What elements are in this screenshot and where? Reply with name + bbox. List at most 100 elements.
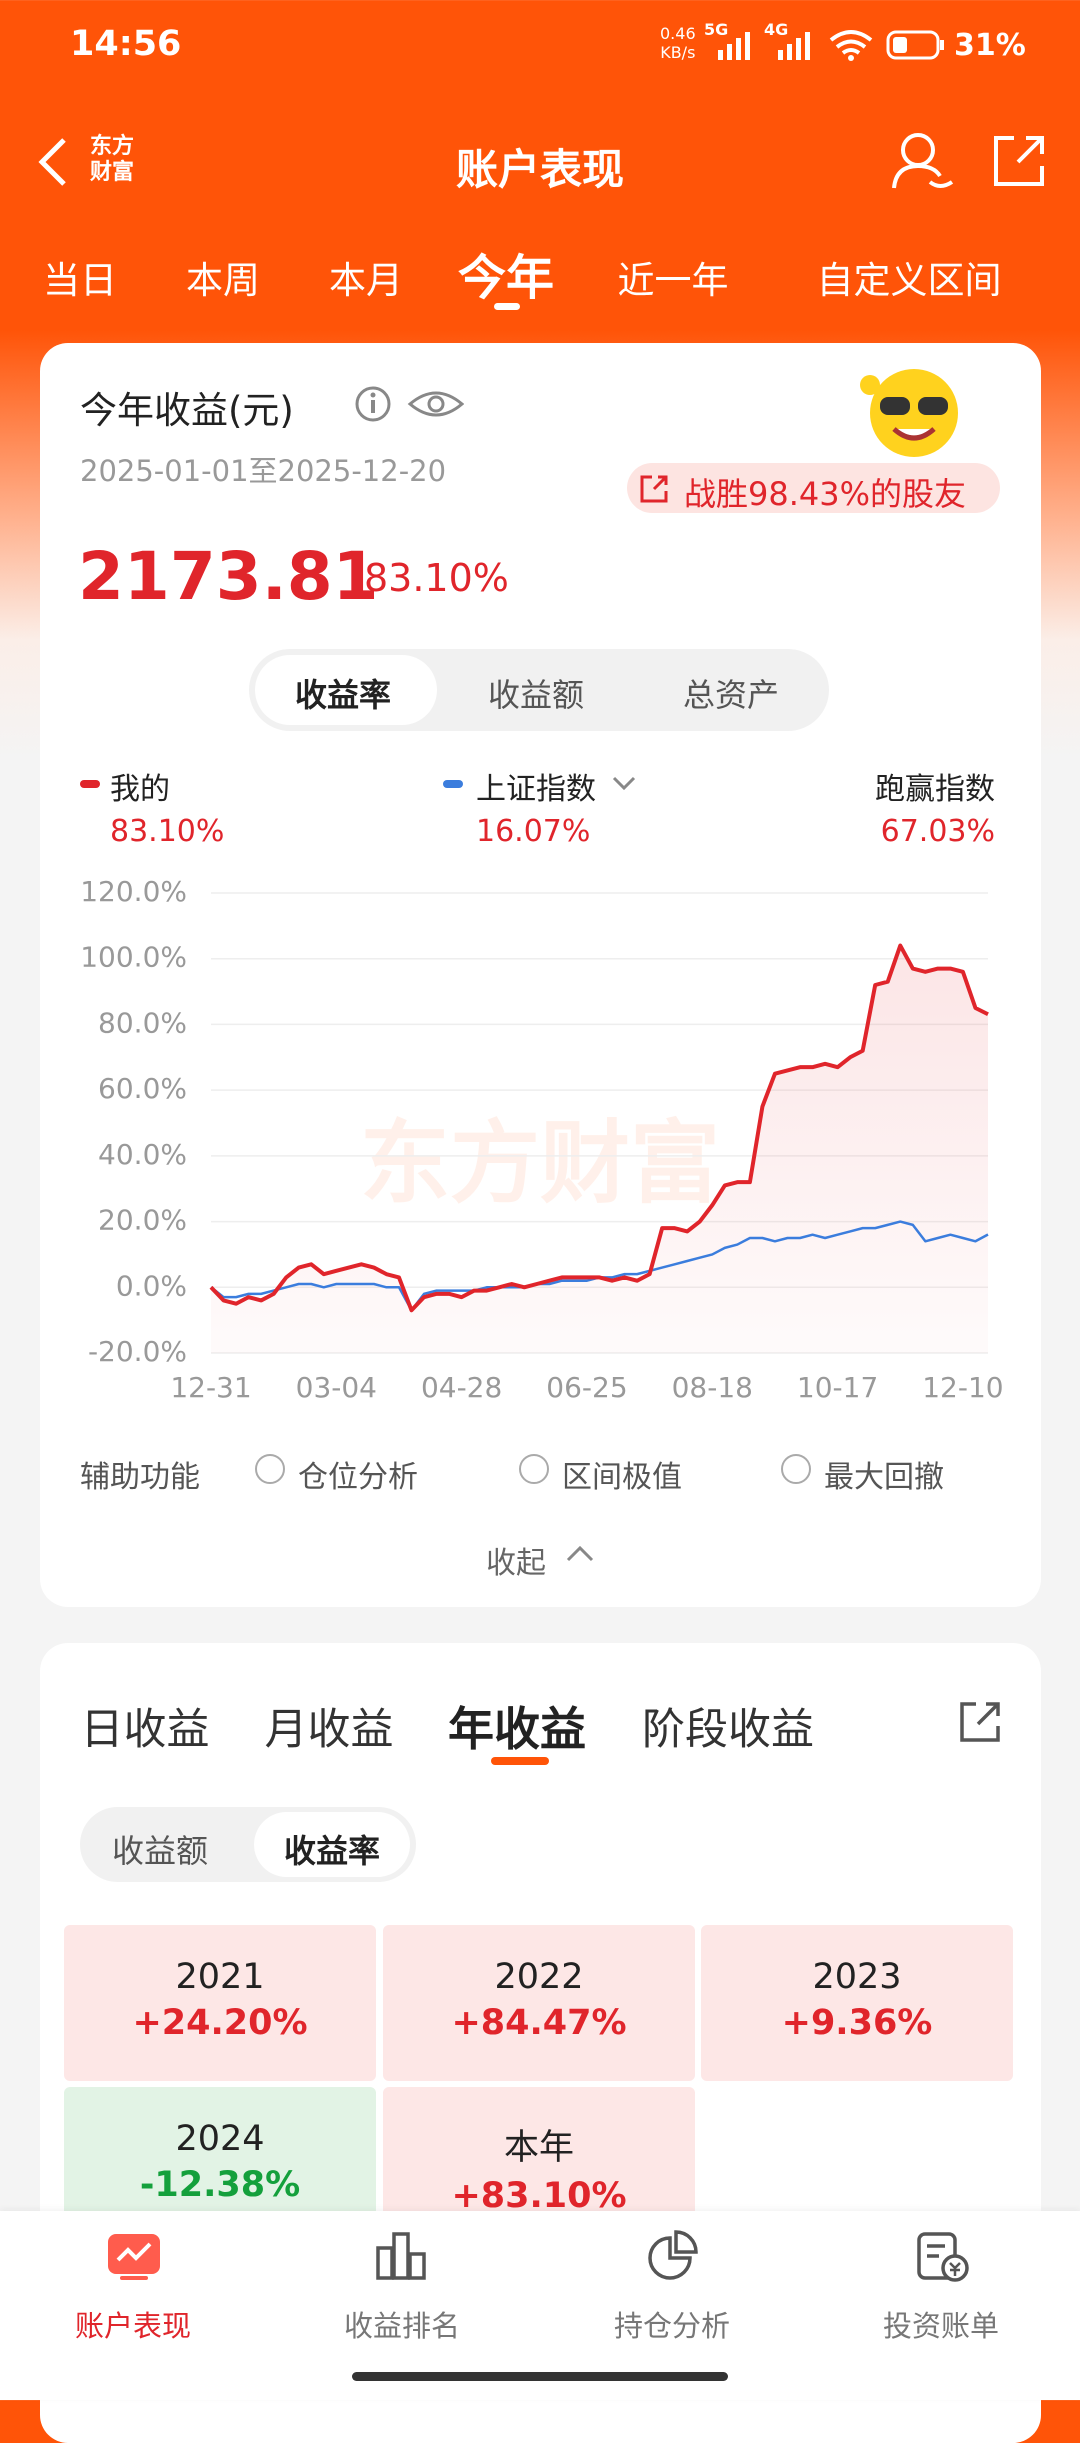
nav-icon[interactable]	[644, 2230, 700, 2282]
logo-line: 财富	[90, 160, 135, 185]
nav-label[interactable]: 投资账单	[882, 2309, 1000, 2343]
badge-text: 战胜98.43%的股友	[684, 475, 967, 513]
legend-value: 16.07%	[476, 814, 591, 849]
speed: 0.46	[660, 24, 696, 43]
period-tab[interactable]: 本月	[329, 259, 403, 302]
year-cell[interactable]: 2023 +9.36%	[701, 1925, 1013, 2081]
period-tab-active[interactable]: 今年	[457, 250, 555, 306]
info-icons[interactable]	[354, 384, 464, 424]
badge-icon	[640, 475, 668, 503]
nav-icon[interactable]	[913, 2228, 971, 2284]
yearly-tab-active[interactable]: 年收益	[448, 1702, 586, 1756]
share-button[interactable]	[956, 1698, 1004, 1746]
legend-swatch	[80, 780, 100, 788]
net-speed: 0.46 KB/s	[660, 24, 696, 62]
year: 2021	[175, 1957, 265, 1997]
y-tick-label: 60.0%	[98, 1072, 187, 1105]
yearly-tab[interactable]: 阶段收益	[642, 1705, 814, 1755]
x-tick-label: 10-17	[797, 1371, 878, 1404]
y-tick-label: 120.0%	[80, 875, 187, 908]
segment[interactable]: 收益率	[283, 1832, 381, 1870]
nav-label[interactable]: 收益排名	[343, 2309, 461, 2343]
period-tab[interactable]: 本周	[186, 259, 260, 302]
year-return: +84.47%	[451, 2003, 627, 2043]
yearly-tab[interactable]: 月收益	[264, 1705, 394, 1755]
x-tick-label: 12-10	[922, 1371, 1003, 1404]
segment-selected	[254, 1812, 410, 1877]
x-tick-label: 12-31	[170, 1371, 251, 1404]
aux-label: 辅助功能	[80, 1460, 200, 1495]
y-tick-label: 100.0%	[80, 941, 187, 974]
radio[interactable]	[519, 1454, 549, 1484]
home-indicator	[352, 2372, 728, 2381]
period-tab[interactable]: 当日	[43, 259, 117, 302]
x-tick-label: 06-25	[546, 1371, 627, 1404]
collapse[interactable]: 收起	[486, 1546, 546, 1581]
battery-icon	[886, 30, 944, 60]
year: 2024	[175, 2119, 265, 2159]
signal-icon	[778, 32, 810, 60]
nav-label-active[interactable]: 账户表现	[74, 2309, 192, 2343]
wifi-icon	[829, 30, 873, 61]
share-button[interactable]	[990, 132, 1048, 190]
period-tab[interactable]: 自定义区间	[816, 259, 1002, 302]
aux-option[interactable]: 最大回撤	[824, 1460, 944, 1495]
badge[interactable]	[627, 463, 1000, 513]
tab-indicator	[491, 1757, 549, 1765]
profit-rate: 83.10%	[364, 556, 509, 600]
battery-level: 31%	[954, 28, 1026, 63]
y-tick-label: 40.0%	[98, 1138, 187, 1171]
year: 2022	[494, 1957, 584, 1997]
bottom-nav	[0, 2211, 1080, 2400]
y-tick-label: 0.0%	[116, 1269, 187, 1302]
excess-value: 67.03%	[880, 814, 995, 849]
status-time: 14:56	[70, 24, 182, 64]
y-tick-label: -20.0%	[88, 1335, 187, 1368]
legend-name[interactable]: 上证指数	[476, 772, 596, 807]
x-tick-label: 03-04	[296, 1371, 377, 1404]
profit-amount: 2173.81	[78, 538, 379, 615]
mascot	[860, 369, 958, 457]
summary-card	[40, 343, 1041, 1607]
aux-option[interactable]: 区间极值	[562, 1460, 682, 1495]
year-return: -12.38%	[139, 2165, 301, 2205]
yearly-tab[interactable]: 日收益	[80, 1705, 210, 1755]
nav-icon[interactable]	[374, 2230, 430, 2282]
segment[interactable]: 总资产	[682, 676, 780, 714]
legend-value: 83.10%	[110, 814, 225, 849]
logo: 东方 财富	[90, 134, 134, 186]
radio[interactable]	[781, 1454, 811, 1484]
summary-title: 今年收益(元)	[80, 389, 294, 432]
collapse-icon[interactable]	[564, 1542, 596, 1566]
back-button[interactable]	[34, 136, 74, 188]
logo-line: 东方	[90, 134, 135, 159]
dropdown-icon[interactable]	[610, 772, 638, 794]
legend-name: 我的	[110, 772, 170, 807]
y-tick-label: 20.0%	[98, 1204, 187, 1237]
excess-label: 跑赢指数	[875, 772, 995, 807]
user-button[interactable]	[890, 130, 956, 192]
period-tab[interactable]: 近一年	[617, 259, 729, 302]
net-5g: 5G	[704, 20, 729, 39]
y-tick-label: 80.0%	[98, 1006, 187, 1039]
nav-icon[interactable]	[106, 2230, 162, 2282]
segment[interactable]: 收益率	[294, 676, 392, 714]
year-cell[interactable]: 2021 +24.20%	[64, 1925, 376, 2081]
year: 本年	[503, 2128, 574, 2168]
year-return: +83.10%	[451, 2176, 627, 2216]
segment[interactable]: 收益额	[111, 1832, 209, 1870]
year: 2023	[812, 1957, 902, 1997]
aux-option[interactable]: 仓位分析	[298, 1460, 418, 1495]
page-title: 账户表现	[455, 145, 625, 194]
radio[interactable]	[255, 1454, 285, 1484]
net-4g: 4G	[764, 20, 789, 39]
tab-indicator	[494, 303, 520, 310]
speed-unit: KB/s	[660, 43, 696, 62]
series-line	[209, 943, 989, 1313]
chart: -20.0% 0.0% 20.0% 40.0% 60.0% 80.0% 100.0% 120.…	[80, 875, 1003, 1404]
segment[interactable]: 收益额	[487, 676, 585, 714]
nav-label[interactable]: 持仓分析	[613, 2309, 731, 2343]
year-return: +9.36%	[781, 2003, 933, 2043]
year-cell[interactable]: 2022 +84.47%	[383, 1925, 695, 2081]
